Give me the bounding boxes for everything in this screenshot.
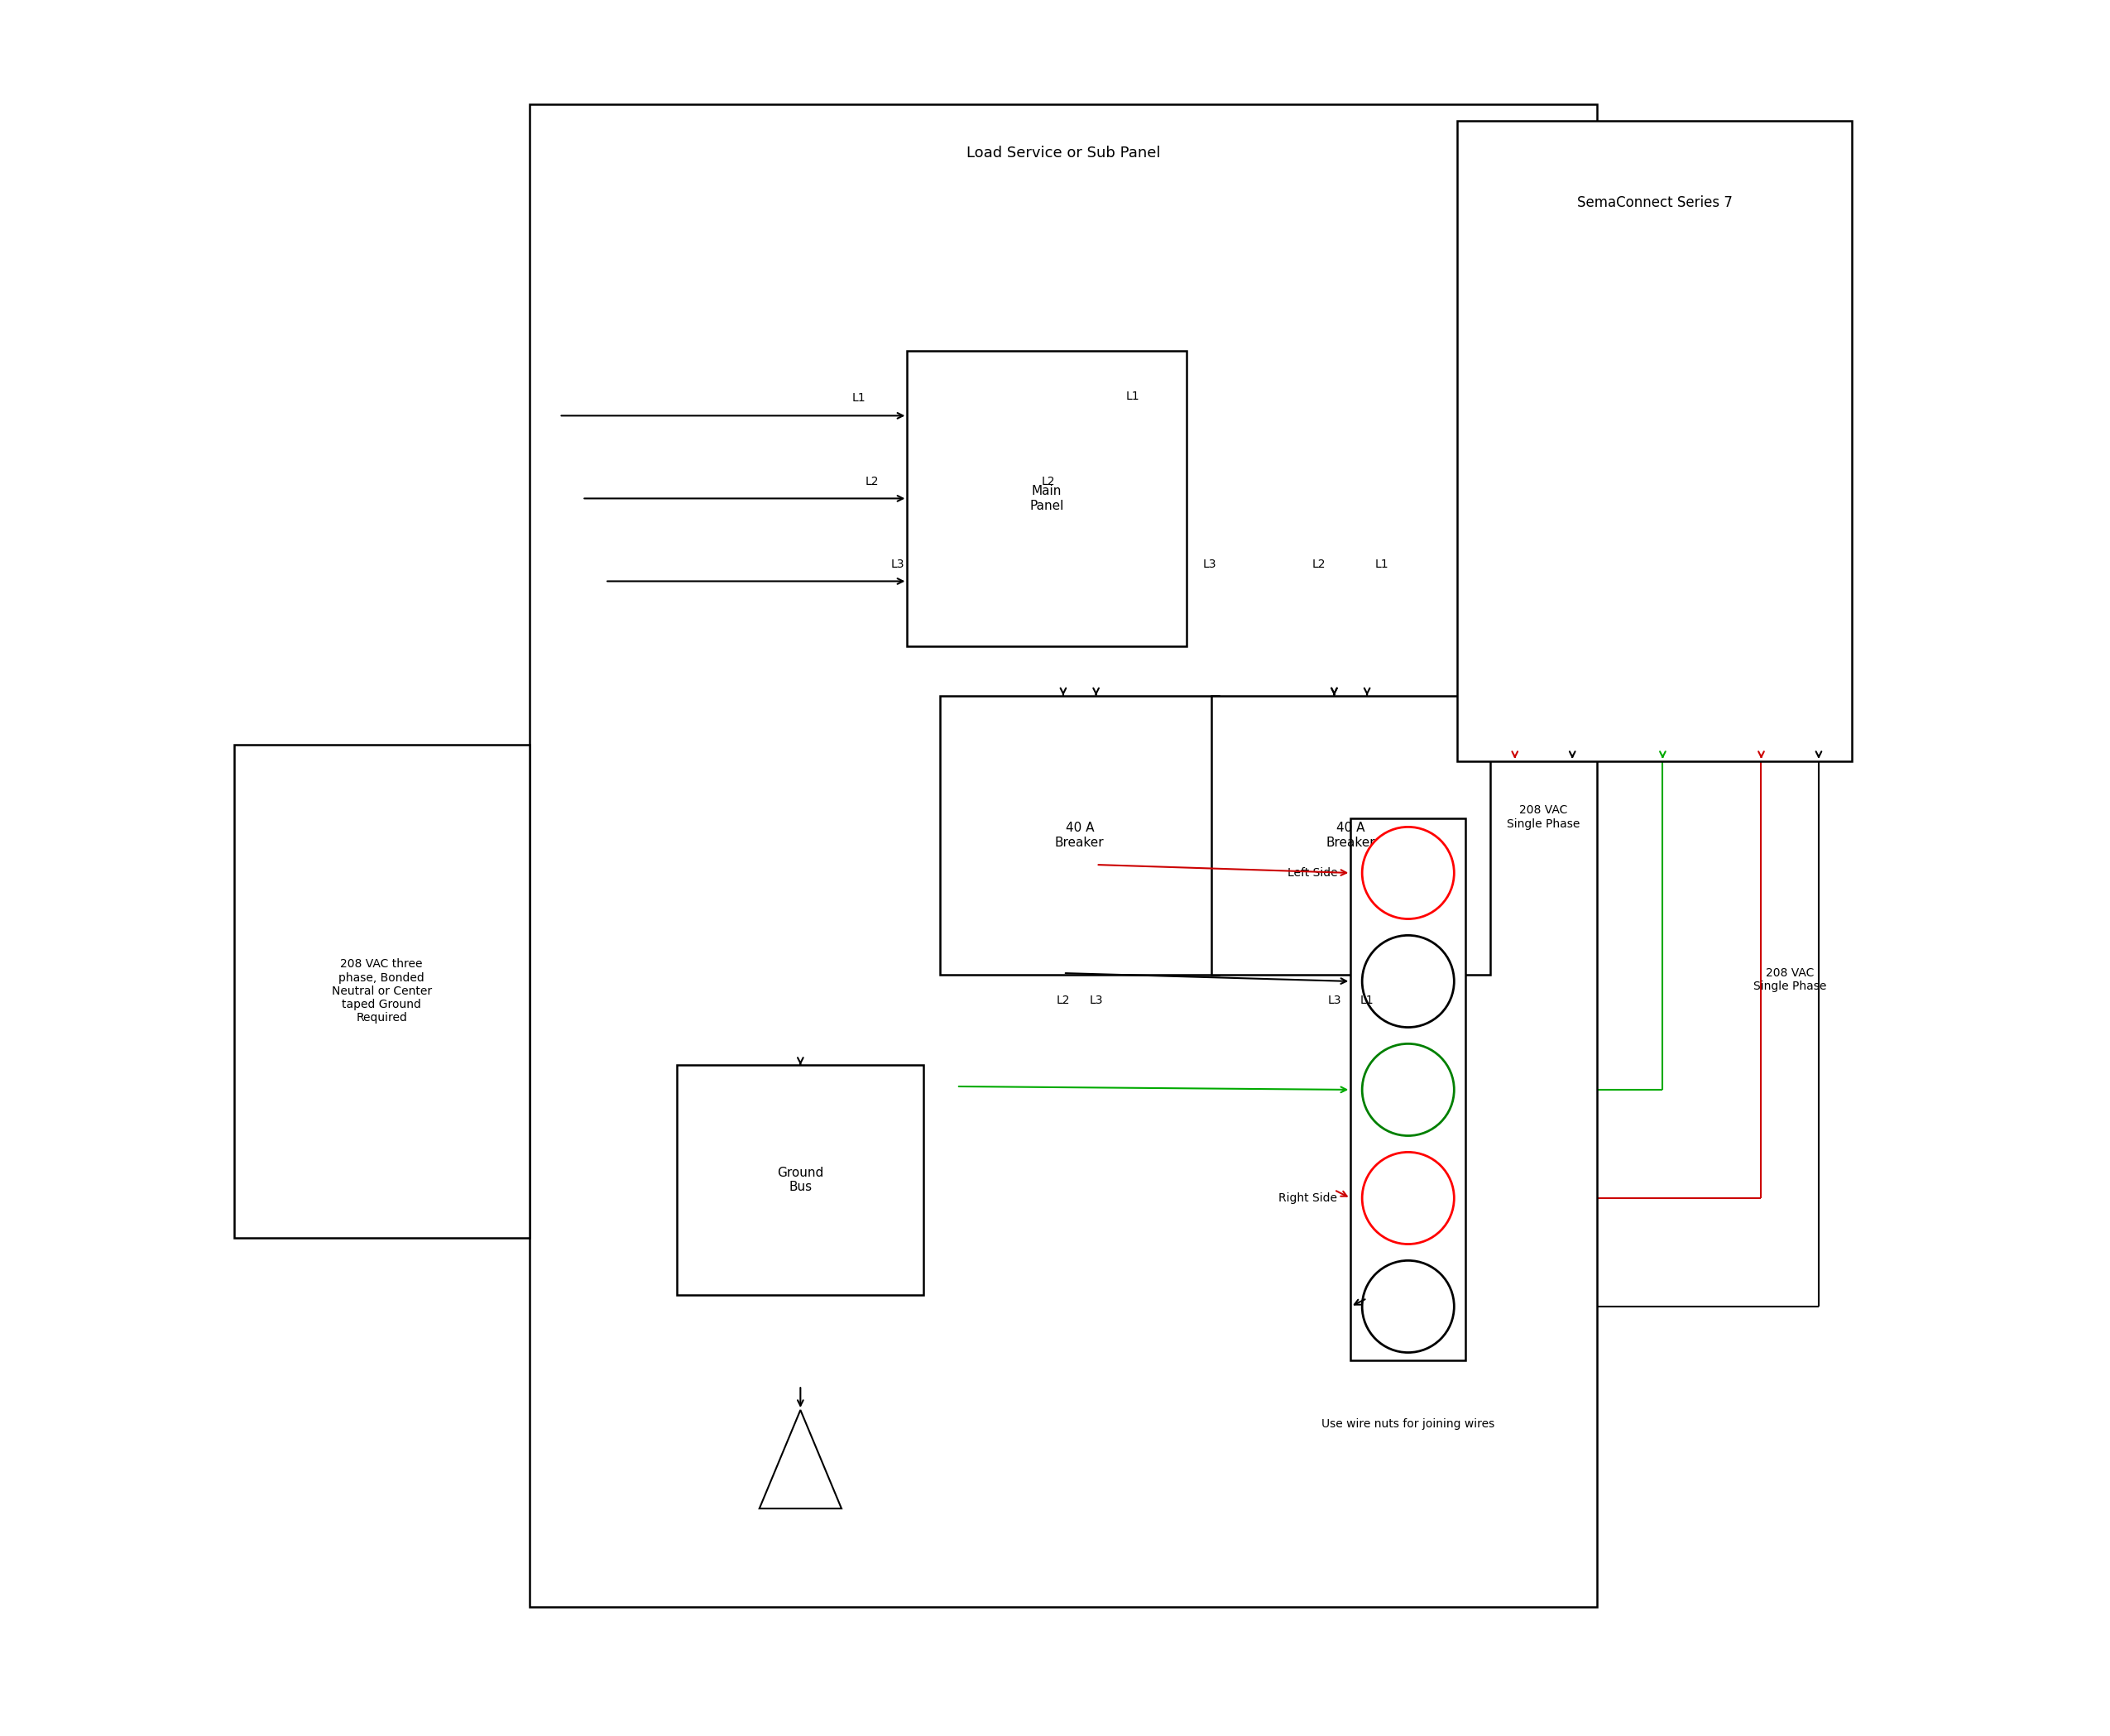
- Text: L1: L1: [1127, 391, 1139, 403]
- Text: 208 VAC
Single Phase: 208 VAC Single Phase: [1507, 804, 1580, 830]
- Text: L3: L3: [890, 559, 905, 569]
- Bar: [1211, 696, 1490, 974]
- Circle shape: [1363, 1260, 1454, 1352]
- Text: Left Side: Left Side: [1287, 868, 1338, 878]
- Bar: [1350, 819, 1466, 1361]
- Text: L2: L2: [865, 476, 880, 488]
- Text: Ground
Bus: Ground Bus: [776, 1167, 823, 1193]
- Text: Use wire nuts for joining wires: Use wire nuts for joining wires: [1321, 1418, 1494, 1430]
- Bar: [677, 1066, 924, 1295]
- Text: L2: L2: [1312, 559, 1325, 569]
- Text: L1: L1: [852, 392, 865, 404]
- Circle shape: [1363, 1153, 1454, 1245]
- Circle shape: [1363, 826, 1454, 918]
- Bar: [530, 104, 1597, 1608]
- Bar: [941, 696, 1220, 974]
- Text: Right Side: Right Side: [1279, 1193, 1338, 1203]
- Bar: [234, 745, 530, 1238]
- Text: L3: L3: [1089, 995, 1104, 1007]
- Text: L1: L1: [1376, 559, 1388, 569]
- Text: L3: L3: [1203, 559, 1217, 569]
- Text: 40 A
Breaker: 40 A Breaker: [1055, 821, 1104, 849]
- Circle shape: [1363, 936, 1454, 1028]
- Text: L2: L2: [1042, 476, 1055, 488]
- Text: 40 A
Breaker: 40 A Breaker: [1325, 821, 1376, 849]
- Bar: [1458, 122, 1853, 762]
- Text: 208 VAC
Single Phase: 208 VAC Single Phase: [1753, 967, 1827, 993]
- Text: 208 VAC three
phase, Bonded
Neutral or Center
taped Ground
Required: 208 VAC three phase, Bonded Neutral or C…: [331, 958, 433, 1024]
- Text: Main
Panel: Main Panel: [1030, 484, 1063, 512]
- Text: L3: L3: [1327, 995, 1342, 1007]
- Circle shape: [1363, 1043, 1454, 1135]
- Text: SemaConnect Series 7: SemaConnect Series 7: [1576, 196, 1732, 210]
- Text: L1: L1: [1361, 995, 1374, 1007]
- Text: L2: L2: [1057, 995, 1070, 1007]
- Text: Load Service or Sub Panel: Load Service or Sub Panel: [966, 146, 1160, 160]
- Bar: [907, 351, 1186, 646]
